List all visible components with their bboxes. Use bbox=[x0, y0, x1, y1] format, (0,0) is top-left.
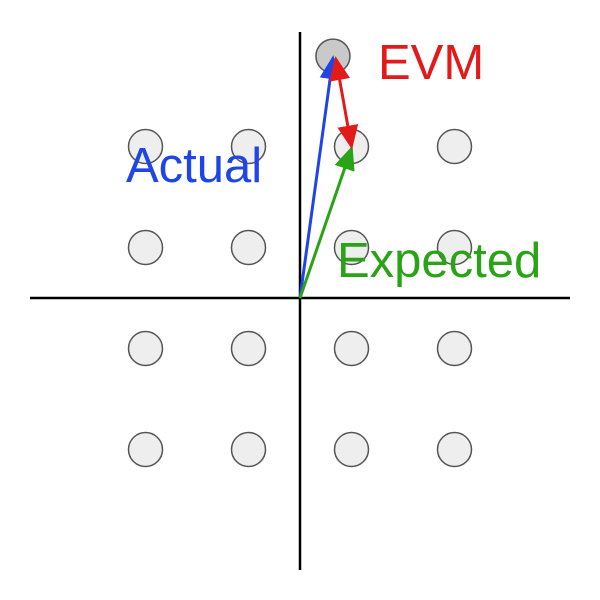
evm-label: EVM bbox=[378, 36, 484, 90]
constellation-point-icon bbox=[436, 229, 473, 266]
constellation-point-icon bbox=[230, 128, 267, 165]
constellation-point-icon bbox=[436, 330, 473, 367]
diagram-labels: Actual Expected EVM bbox=[126, 36, 541, 288]
constellation-points bbox=[127, 38, 473, 468]
actual-vector-arrow bbox=[298, 55, 341, 299]
vector-arrows bbox=[298, 55, 359, 299]
constellation-point-icon bbox=[127, 431, 164, 468]
evm-error-arrow bbox=[329, 56, 359, 150]
constellation-point-icon bbox=[333, 431, 370, 468]
expected-vector-arrow bbox=[298, 145, 355, 299]
constellation-point-icon bbox=[127, 229, 164, 266]
constellation-point-icon bbox=[230, 330, 267, 367]
constellation-point-icon bbox=[230, 431, 267, 468]
constellation-point-icon bbox=[127, 330, 164, 367]
constellation-point-icon bbox=[333, 330, 370, 367]
constellation-point-icon bbox=[127, 128, 164, 165]
constellation-point-icon bbox=[436, 431, 473, 468]
constellation-point-icon bbox=[230, 229, 267, 266]
constellation-point-icon bbox=[333, 229, 370, 266]
constellation-point-icon bbox=[436, 128, 473, 165]
axes bbox=[30, 32, 570, 570]
actual-label: Actual bbox=[126, 139, 262, 193]
expected-label: Expected bbox=[337, 234, 541, 288]
